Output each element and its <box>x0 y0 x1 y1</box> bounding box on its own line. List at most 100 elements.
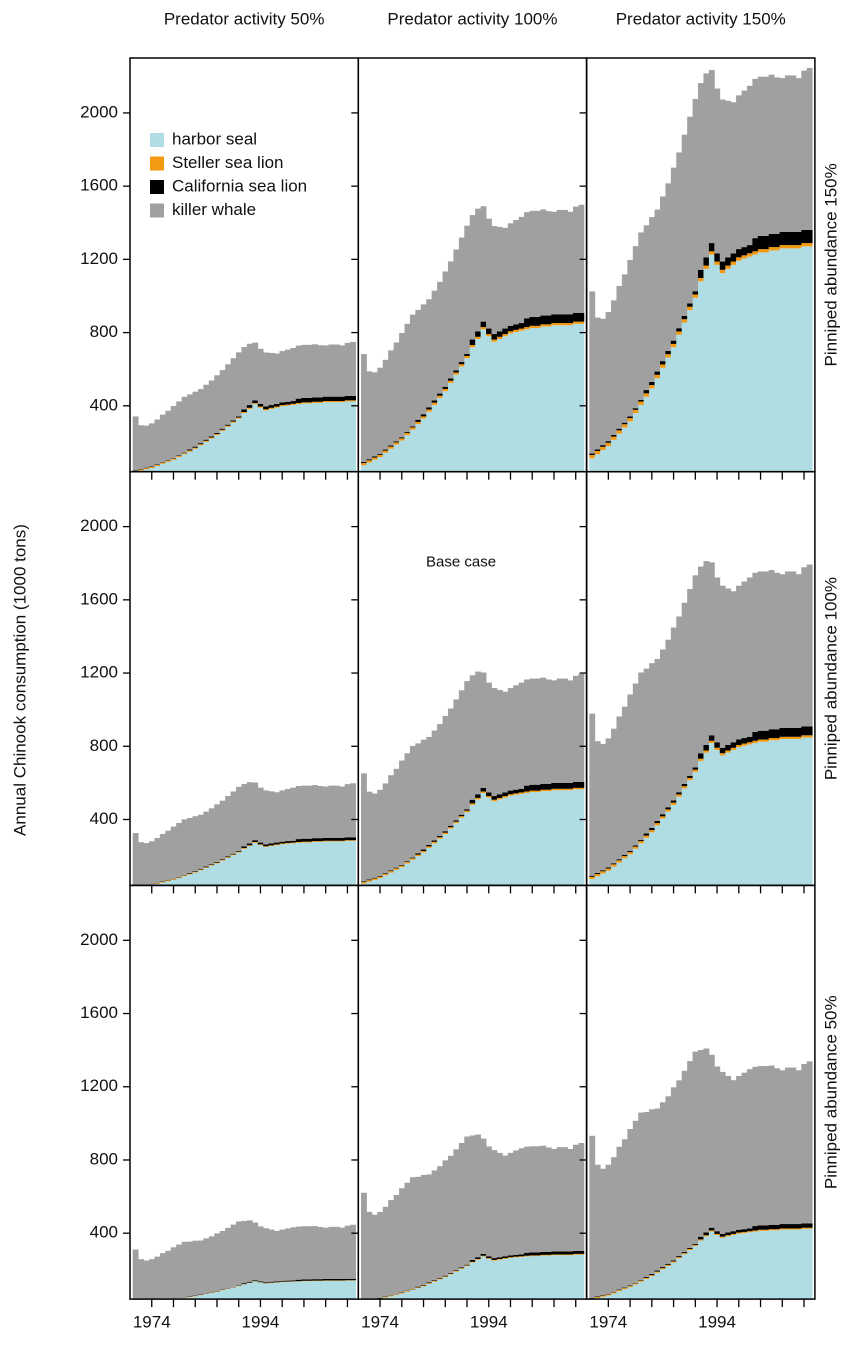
bar-segment <box>344 401 351 472</box>
bar-segment <box>241 783 248 847</box>
bar-segment <box>415 1288 422 1300</box>
bar-segment <box>480 792 487 886</box>
bar-segment <box>779 727 786 737</box>
bar-segment <box>491 1258 498 1260</box>
row-title: Pinniped abundance 150% <box>821 163 840 366</box>
bar-segment <box>257 844 264 846</box>
bar-segment <box>507 1257 514 1300</box>
bar-segment <box>518 323 525 329</box>
bar-segment <box>165 830 172 881</box>
bar-segment <box>594 449 601 452</box>
bar-segment <box>415 854 422 857</box>
bar-segment <box>469 339 476 346</box>
bar-segment <box>801 1228 808 1300</box>
bar-segment <box>447 1272 454 1274</box>
bar-segment <box>562 788 568 791</box>
bar-segment <box>496 689 503 795</box>
bar-segment <box>290 404 297 472</box>
bar-segment <box>779 1229 786 1300</box>
column-title: Predator activity 50% <box>164 9 325 28</box>
bar-segment <box>638 843 645 886</box>
bar-segment <box>763 1229 770 1231</box>
legend-label: Steller sea lion <box>172 153 284 172</box>
bar-segment <box>703 1235 710 1237</box>
bar-segment <box>279 1282 286 1300</box>
bar-segment <box>420 304 427 415</box>
bar-segment <box>187 449 193 451</box>
bar-segment <box>545 315 552 325</box>
bar-segment <box>393 1294 400 1300</box>
bar-segment <box>746 1228 753 1232</box>
bar-segment <box>795 248 802 472</box>
bar-segment <box>274 844 280 846</box>
bar-segment <box>371 1214 378 1299</box>
bar-segment <box>725 588 732 745</box>
bar-segment <box>442 715 449 832</box>
bar-segment <box>665 1264 672 1266</box>
bar-segment <box>426 1174 433 1283</box>
bar-segment <box>225 364 231 425</box>
bar-segment <box>567 782 574 789</box>
bar-segment <box>725 752 732 886</box>
bar-segment <box>687 1250 693 1300</box>
bar-segment <box>235 416 242 418</box>
bar-segment <box>502 1258 509 1300</box>
bar-segment <box>795 738 802 886</box>
bar-segment <box>687 1061 693 1248</box>
bar-segment <box>404 863 411 886</box>
bar-segment <box>458 814 465 817</box>
bar-segment <box>801 567 808 727</box>
bar-segment <box>268 408 275 472</box>
bar-segment <box>774 1230 780 1300</box>
bar-segment <box>687 1248 693 1251</box>
bar-segment <box>496 1259 503 1300</box>
bar-segment <box>214 433 221 436</box>
bar-segment <box>491 1259 498 1261</box>
bar-segment <box>447 825 454 828</box>
bar-segment <box>594 451 601 455</box>
bar-segment <box>301 841 308 843</box>
bar-segment <box>415 853 422 855</box>
bar-segment <box>442 1277 449 1300</box>
bar-segment <box>513 794 520 886</box>
bar-segment <box>274 1281 280 1283</box>
bar-segment <box>328 837 335 841</box>
bar-segment <box>469 345 476 348</box>
bar-segment <box>382 452 389 472</box>
bar-segment <box>785 727 791 737</box>
panel <box>589 67 813 472</box>
bar-segment <box>366 881 373 886</box>
bar-segment <box>540 677 547 784</box>
bar-segment <box>518 1148 525 1255</box>
bar-segment <box>518 216 525 324</box>
bar-segment <box>757 235 764 250</box>
bar-segment <box>241 848 248 849</box>
bar-segment <box>192 871 199 873</box>
bar-segment <box>176 822 183 877</box>
bar-segment <box>469 675 476 800</box>
bar-segment <box>475 338 482 472</box>
bar-segment <box>290 401 297 404</box>
bar-segment <box>399 760 405 865</box>
bar-segment <box>518 682 525 789</box>
bar-segment <box>420 414 427 417</box>
bar-segment <box>268 1229 275 1282</box>
bar-segment <box>333 841 340 886</box>
bar-segment <box>214 432 221 434</box>
bar-segment <box>176 401 183 456</box>
bar-segment <box>420 739 427 850</box>
bar-segment <box>708 1230 715 1232</box>
bar-segment <box>714 742 721 748</box>
bar-segment <box>698 753 704 759</box>
bar-segment <box>295 786 302 840</box>
bar-segment <box>540 783 547 790</box>
bar-segment <box>165 460 172 461</box>
bar-segment <box>725 1236 732 1300</box>
bar-segment <box>605 1293 612 1295</box>
bar-segment <box>371 459 378 472</box>
bar-segment <box>801 726 808 736</box>
bar-segment <box>339 1278 346 1281</box>
bar-segment <box>181 1241 188 1298</box>
bar-segment <box>437 724 443 836</box>
bar-segment <box>785 1229 791 1300</box>
